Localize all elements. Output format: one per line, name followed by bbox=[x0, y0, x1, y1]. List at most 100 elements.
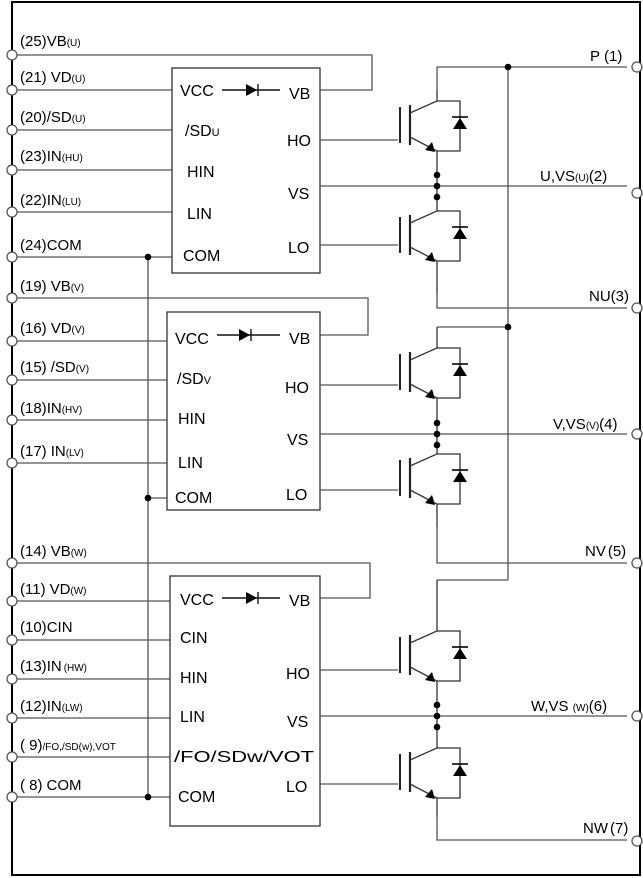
terminal-20 bbox=[6, 124, 18, 136]
pin-5-label: NV (5) bbox=[585, 543, 626, 560]
junction-vs-1 bbox=[433, 182, 441, 190]
terminal-23 bbox=[6, 164, 18, 176]
pin-21-label: (21) VD(U) bbox=[20, 69, 85, 86]
igbt-v-low bbox=[399, 434, 468, 527]
power-stage bbox=[320, 63, 627, 841]
ic-v-vs: VS bbox=[287, 432, 308, 449]
left-wires bbox=[17, 54, 373, 801]
pin-8-label: ( 8) COM bbox=[20, 777, 82, 794]
terminal-2 bbox=[631, 187, 643, 199]
wire-nw bbox=[436, 817, 627, 841]
terminal-3 bbox=[631, 302, 643, 314]
junction-vs-4 bbox=[433, 430, 441, 438]
ic-u-body bbox=[171, 67, 321, 274]
pin-18-label: (18)IN(HV) bbox=[20, 400, 82, 417]
ic-u-lin: LIN bbox=[187, 206, 212, 223]
ic-v-body bbox=[166, 311, 321, 511]
ic-v-vb: VB bbox=[289, 331, 310, 348]
pin-10-label: (10)CIN bbox=[20, 619, 73, 636]
ic-w-fo: /FO/SDw/VOT bbox=[174, 749, 314, 766]
ic-w-com: COM bbox=[178, 789, 215, 806]
ic-w-body bbox=[169, 575, 321, 827]
junction-com-w bbox=[144, 793, 152, 801]
terminal-18 bbox=[6, 414, 18, 426]
ic-w-vs: VS bbox=[287, 714, 308, 731]
ic-w-vcc: VCC bbox=[180, 592, 214, 609]
pin-23-label: (23)IN(HU) bbox=[20, 148, 83, 165]
ic-v-com: COM bbox=[175, 490, 212, 507]
ic-u-vb: VB bbox=[289, 86, 310, 103]
ic-u-com: COM bbox=[183, 248, 220, 265]
right-terminals bbox=[631, 61, 643, 847]
igbt-w-high bbox=[399, 580, 468, 716]
terminal-25 bbox=[6, 49, 18, 61]
wire-vb-w bbox=[17, 562, 371, 599]
left-pin-labels: (25)VB(U) (21) VD(U) (20)/SD(U) (23)IN(HU… bbox=[20, 33, 116, 794]
pin-20-label: (20)/SD(U) bbox=[20, 109, 86, 126]
terminal-12 bbox=[6, 712, 18, 724]
terminal-24 bbox=[6, 251, 18, 263]
pin-24-label: (24)COM bbox=[20, 237, 82, 254]
terminal-15 bbox=[6, 374, 18, 386]
wire-nv bbox=[436, 527, 627, 564]
ic-v-vcc: VCC bbox=[175, 331, 209, 348]
terminal-14 bbox=[6, 557, 18, 569]
ic-u-bootstrap-diode-icon bbox=[222, 84, 280, 96]
ic-v-lin: LIN bbox=[178, 455, 203, 472]
pin-2-label: U,VS(U)(2) bbox=[540, 168, 607, 185]
wire-vb-u bbox=[17, 54, 373, 91]
ic-v-sd: /SDV bbox=[177, 371, 212, 388]
terminal-1 bbox=[631, 61, 643, 73]
junction-vs-3 bbox=[433, 419, 441, 427]
terminal-17 bbox=[6, 457, 18, 469]
igbt-w-low bbox=[399, 716, 468, 817]
ic-w-bootstrap-diode-icon bbox=[222, 592, 280, 604]
junction-com-v bbox=[144, 494, 152, 502]
ic-u-hin: HIN bbox=[187, 164, 215, 181]
ic-u-ho: HO bbox=[287, 133, 311, 150]
terminal-5 bbox=[631, 557, 643, 569]
terminal-6 bbox=[631, 710, 643, 722]
igbt-u-high bbox=[399, 90, 468, 186]
ic-v-lo: LO bbox=[286, 487, 307, 504]
ic-w-lin: LIN bbox=[180, 709, 205, 726]
pin-13-label: (13)IN (HW) bbox=[20, 658, 87, 675]
right-pin-labels: P (1) U,VS(U)(2) NU(3) V,VS(V)(4) NV (5) W… bbox=[531, 48, 629, 837]
ic-w-lo: LO bbox=[286, 779, 307, 796]
ic-u-sd: /SDU bbox=[185, 123, 220, 140]
terminal-10 bbox=[6, 634, 18, 646]
junction-vs-7 bbox=[433, 712, 441, 720]
junction-com-u bbox=[144, 253, 152, 261]
ic-v-bootstrap-diode-icon bbox=[217, 329, 280, 341]
junction-vs-2 bbox=[433, 193, 441, 201]
ic-w-vb: VB bbox=[289, 593, 310, 610]
driver-ic-v: VCC VB /SDV HO HIN VS LIN COM LO bbox=[166, 311, 321, 511]
pin-15-label: (15)/SD(V) bbox=[20, 359, 89, 376]
junction-p-v bbox=[504, 323, 512, 331]
driver-ic-w: VCC VB CIN HIN HO LIN VS /FO/SDw/VOT COM… bbox=[169, 575, 321, 827]
terminal-9 bbox=[6, 751, 18, 763]
ic-u-vs: VS bbox=[288, 186, 309, 203]
terminal-16 bbox=[6, 335, 18, 347]
terminal-21 bbox=[6, 84, 18, 96]
terminal-7 bbox=[631, 835, 643, 847]
junction-vs-8 bbox=[433, 723, 441, 731]
terminal-4 bbox=[631, 428, 643, 440]
pin-6-label: W,VS (W)(6) bbox=[531, 698, 607, 715]
pin-7-label: NW (7) bbox=[583, 820, 628, 837]
junction-vs-6 bbox=[433, 701, 441, 709]
junction-p-top bbox=[504, 63, 512, 71]
pin-22-label: (22)IN(LU) bbox=[20, 192, 81, 209]
ic-w-hin: HIN bbox=[180, 670, 208, 687]
ic-w-ho: HO bbox=[286, 666, 310, 683]
ic-v-hin: HIN bbox=[178, 411, 206, 428]
terminal-11 bbox=[6, 595, 18, 607]
pin-1-label: P (1) bbox=[590, 48, 622, 65]
ic-u-vcc: VCC bbox=[180, 83, 214, 100]
junction-vs-0 bbox=[433, 171, 441, 179]
pin-19-label: (19) VB(V) bbox=[20, 278, 84, 295]
pin-25-label: (25)VB(U) bbox=[20, 33, 81, 50]
igbt-u-low bbox=[399, 186, 468, 293]
pin-14-label: (14) VB(W) bbox=[20, 543, 87, 560]
